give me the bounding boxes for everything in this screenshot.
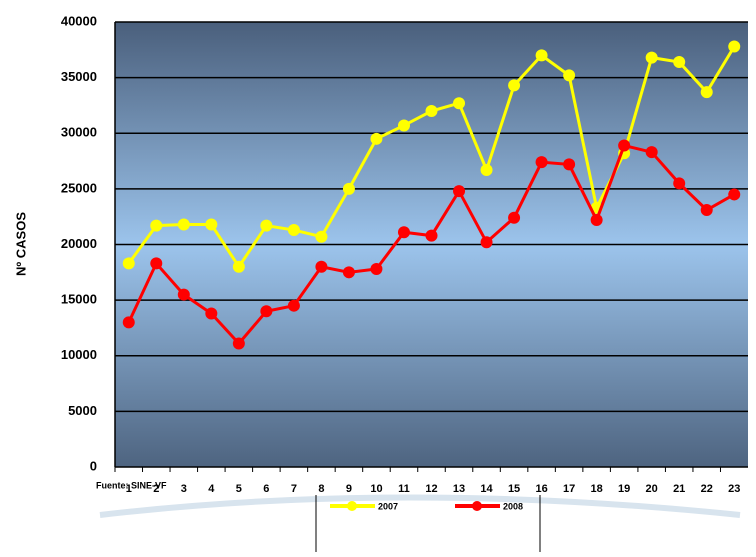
marker xyxy=(700,86,713,99)
marker xyxy=(728,40,741,53)
y-tick-label: 40000 xyxy=(61,13,97,28)
legend-label: 2007 xyxy=(378,501,398,511)
marker xyxy=(177,288,190,301)
legend-marker xyxy=(472,501,482,511)
x-tick-label: 17 xyxy=(563,483,575,495)
marker xyxy=(480,236,493,249)
y-tick-label: 30000 xyxy=(61,125,97,140)
x-tick-label: 5 xyxy=(236,483,242,495)
source-note: Fuente: SINE-VF xyxy=(96,480,167,490)
marker xyxy=(150,257,163,270)
marker xyxy=(177,218,190,231)
marker xyxy=(122,257,135,270)
y-tick-label: 10000 xyxy=(61,347,97,362)
decoration xyxy=(99,494,741,518)
marker xyxy=(425,105,438,117)
x-tick-label: 23 xyxy=(728,483,740,495)
marker xyxy=(508,79,521,92)
marker xyxy=(425,229,438,242)
x-tick-label: 18 xyxy=(591,483,603,495)
marker xyxy=(370,262,383,275)
marker xyxy=(260,305,273,318)
x-tick-label: 21 xyxy=(673,483,685,495)
marker xyxy=(342,266,355,279)
marker xyxy=(453,97,466,110)
x-tick-label: 3 xyxy=(181,483,187,495)
x-tick-label: 8 xyxy=(318,483,324,495)
x-tick-label: 12 xyxy=(425,483,437,495)
x-tick-label: 20 xyxy=(646,483,658,495)
marker xyxy=(645,146,658,159)
x-tick-label: 11 xyxy=(398,483,410,495)
marker xyxy=(480,163,493,176)
x-tick-label: 19 xyxy=(618,483,630,495)
marker xyxy=(645,51,658,64)
marker xyxy=(535,156,548,169)
y-tick-label: 35000 xyxy=(61,69,97,84)
legend-marker xyxy=(347,501,357,511)
marker xyxy=(315,230,328,243)
x-tick-label: 14 xyxy=(480,483,493,495)
marker xyxy=(260,219,273,232)
y-tick-label: 0 xyxy=(90,458,97,473)
x-tick-label: 4 xyxy=(208,483,215,495)
x-tick-label: 6 xyxy=(263,483,269,495)
marker xyxy=(232,337,245,350)
marker xyxy=(287,224,300,237)
x-tick-label: 7 xyxy=(291,483,297,495)
y-axis-label: Nº CASOS xyxy=(13,212,28,276)
marker xyxy=(618,139,631,152)
y-tick-label: 20000 xyxy=(61,236,97,251)
x-tick-label: 16 xyxy=(535,483,547,495)
marker xyxy=(563,158,576,171)
marker xyxy=(370,132,383,145)
marker xyxy=(700,204,713,217)
marker xyxy=(563,69,576,82)
x-tick-label: 13 xyxy=(453,483,465,495)
marker xyxy=(287,299,300,312)
legend-label: 2008 xyxy=(503,501,523,511)
x-tick-label: 1 xyxy=(126,483,132,495)
marker xyxy=(150,219,163,232)
marker xyxy=(122,316,135,329)
marker xyxy=(315,260,328,273)
x-tick-label: 22 xyxy=(701,483,713,495)
y-tick-label: 15000 xyxy=(61,292,97,307)
marker xyxy=(205,307,218,320)
marker xyxy=(673,56,686,69)
marker xyxy=(342,182,355,195)
marker xyxy=(535,49,548,62)
y-tick-label: 25000 xyxy=(61,180,97,195)
y-tick-label: 5000 xyxy=(68,403,97,418)
marker xyxy=(205,218,218,231)
marker xyxy=(728,188,741,201)
x-tick-label: 15 xyxy=(508,483,520,495)
x-tick-label: 9 xyxy=(346,483,352,495)
marker xyxy=(673,177,686,190)
marker xyxy=(453,185,466,198)
marker xyxy=(508,211,521,224)
marker xyxy=(590,214,603,227)
x-tick-label: 2 xyxy=(153,483,159,495)
marker xyxy=(232,260,245,273)
x-tick-label: 10 xyxy=(370,483,382,495)
marker xyxy=(397,119,410,132)
marker xyxy=(397,226,410,239)
